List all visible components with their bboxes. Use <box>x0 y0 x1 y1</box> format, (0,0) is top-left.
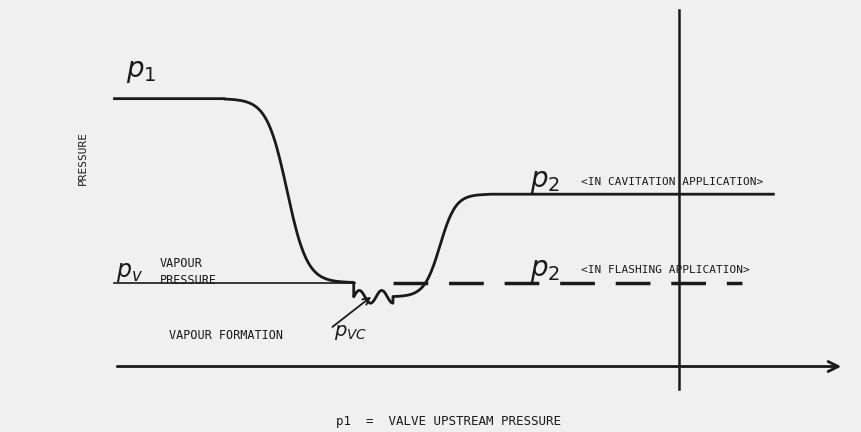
Text: $p_v$: $p_v$ <box>116 260 143 284</box>
Text: <IN CAVITATION APPLICATION>: <IN CAVITATION APPLICATION> <box>580 177 763 187</box>
Text: $p_{VC}$: $p_{VC}$ <box>334 323 367 342</box>
Text: PRESSURE: PRESSURE <box>78 131 88 185</box>
Text: p1  =  VALVE UPSTREAM PRESSURE: p1 = VALVE UPSTREAM PRESSURE <box>335 415 561 428</box>
Text: <IN FLASHING APPLICATION>: <IN FLASHING APPLICATION> <box>580 265 749 275</box>
Text: VAPOUR: VAPOUR <box>160 257 202 270</box>
Text: $p_2$: $p_2$ <box>530 167 560 195</box>
Text: PRESSURE: PRESSURE <box>160 274 217 287</box>
Text: VAPOUR FORMATION: VAPOUR FORMATION <box>169 329 283 342</box>
Text: $p_1$: $p_1$ <box>126 57 157 85</box>
Text: $p_2$: $p_2$ <box>530 256 560 283</box>
